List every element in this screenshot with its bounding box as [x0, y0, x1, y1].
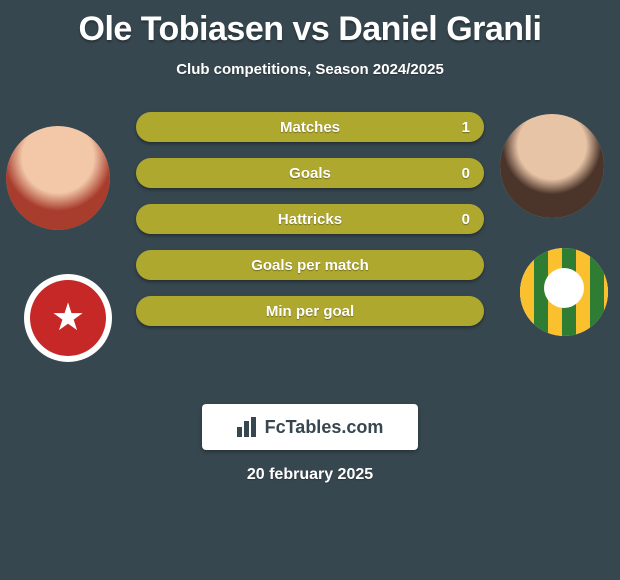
club-badge-emblem: [544, 268, 584, 308]
stat-value-right: [456, 250, 484, 280]
stat-value-left: [136, 250, 164, 280]
subtitle: Club competitions, Season 2024/2025: [0, 61, 620, 78]
stat-label: Goals per match: [251, 257, 369, 274]
stat-bar: Hattricks 0: [136, 204, 484, 234]
stat-value-left: [136, 158, 164, 188]
club-badge-shape: ★: [30, 280, 106, 356]
comparison-area: ★ Matches 1 Goals 0 Hattricks 0 Goals pe…: [0, 106, 620, 386]
player-left-club-badge: ★: [24, 274, 112, 362]
date-text: 20 february 2025: [0, 466, 620, 484]
player-right-photo: [500, 114, 604, 218]
stat-value-right: 0: [448, 158, 484, 188]
branding-badge: FcTables.com: [202, 404, 418, 450]
stat-label: Matches: [280, 119, 340, 136]
avatar: [6, 126, 110, 230]
stat-bar: Min per goal: [136, 296, 484, 326]
stat-label: Min per goal: [266, 303, 354, 320]
stat-value-right: 0: [448, 204, 484, 234]
page-title: Ole Tobiasen vs Daniel Granli: [0, 0, 620, 49]
stat-label: Hattricks: [278, 211, 342, 228]
star-icon: ★: [51, 299, 85, 337]
branding-text: FcTables.com: [265, 417, 384, 438]
stat-value-left: [136, 204, 164, 234]
player-left-photo: [6, 126, 110, 230]
stat-bar: Goals 0: [136, 158, 484, 188]
stat-bars: Matches 1 Goals 0 Hattricks 0 Goals per …: [136, 112, 484, 342]
stat-value-left: [136, 112, 164, 142]
bar-chart-icon: [237, 417, 257, 437]
player-right-club-badge: [520, 248, 608, 336]
stat-bar: Goals per match: [136, 250, 484, 280]
stat-bar: Matches 1: [136, 112, 484, 142]
stat-value-left: [136, 296, 164, 326]
stat-value-right: 1: [448, 112, 484, 142]
stat-label: Goals: [289, 165, 331, 182]
avatar: [500, 114, 604, 218]
stat-value-right: [456, 296, 484, 326]
